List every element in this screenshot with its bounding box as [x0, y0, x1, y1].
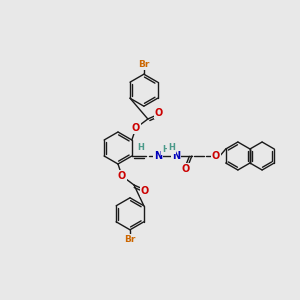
Text: H: H — [137, 143, 144, 152]
Text: O: O — [118, 171, 126, 181]
Text: O: O — [155, 108, 163, 118]
Text: O: O — [182, 164, 190, 174]
Text: O: O — [212, 151, 220, 161]
Text: O: O — [141, 186, 149, 196]
Text: Br: Br — [138, 60, 149, 69]
Text: N: N — [154, 151, 162, 161]
Text: O: O — [132, 123, 140, 133]
Text: N: N — [172, 151, 180, 161]
Text: H: H — [162, 145, 169, 154]
Text: Br: Br — [124, 235, 136, 244]
Text: H: H — [168, 143, 175, 152]
